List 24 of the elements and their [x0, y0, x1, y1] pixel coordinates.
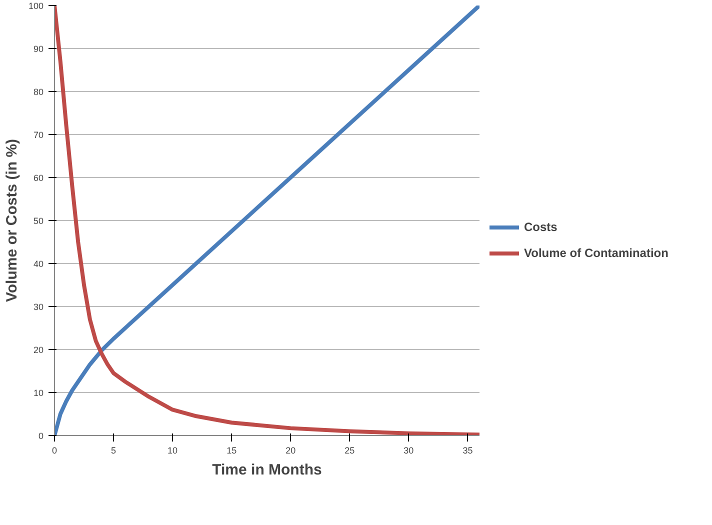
- x-tick-label: 15: [226, 446, 237, 456]
- line-series: [54, 6, 480, 436]
- y-tick-label: 0: [38, 431, 44, 441]
- x-tick-label: 35: [462, 446, 473, 456]
- x-tick-label: 25: [344, 446, 355, 456]
- x-axis-title: Time in Months: [212, 462, 322, 478]
- y-tick-label: 70: [33, 130, 44, 140]
- y-tick-label: 40: [33, 259, 44, 269]
- x-tick-label: 10: [168, 446, 178, 456]
- y-tick-label: 50: [33, 216, 44, 226]
- x-tick-label: 5: [111, 446, 116, 456]
- y-tick-label: 10: [33, 388, 44, 398]
- x-tick-label: 20: [286, 446, 296, 456]
- y-tick-label: 100: [28, 1, 44, 11]
- legend-label: Volume of Contamination: [524, 246, 668, 260]
- y-tick-label: 80: [33, 87, 44, 97]
- y-axis-title: Volume or Costs (in %): [3, 138, 20, 302]
- y-tick-label: 90: [33, 44, 44, 54]
- x-tick-label: 0: [52, 446, 58, 456]
- legend-label: Costs: [524, 220, 558, 234]
- y-tick-label: 60: [33, 173, 44, 183]
- x-tick-label: 30: [404, 446, 414, 456]
- y-tick-label: 20: [33, 345, 44, 355]
- y-tick-label: 30: [33, 302, 44, 312]
